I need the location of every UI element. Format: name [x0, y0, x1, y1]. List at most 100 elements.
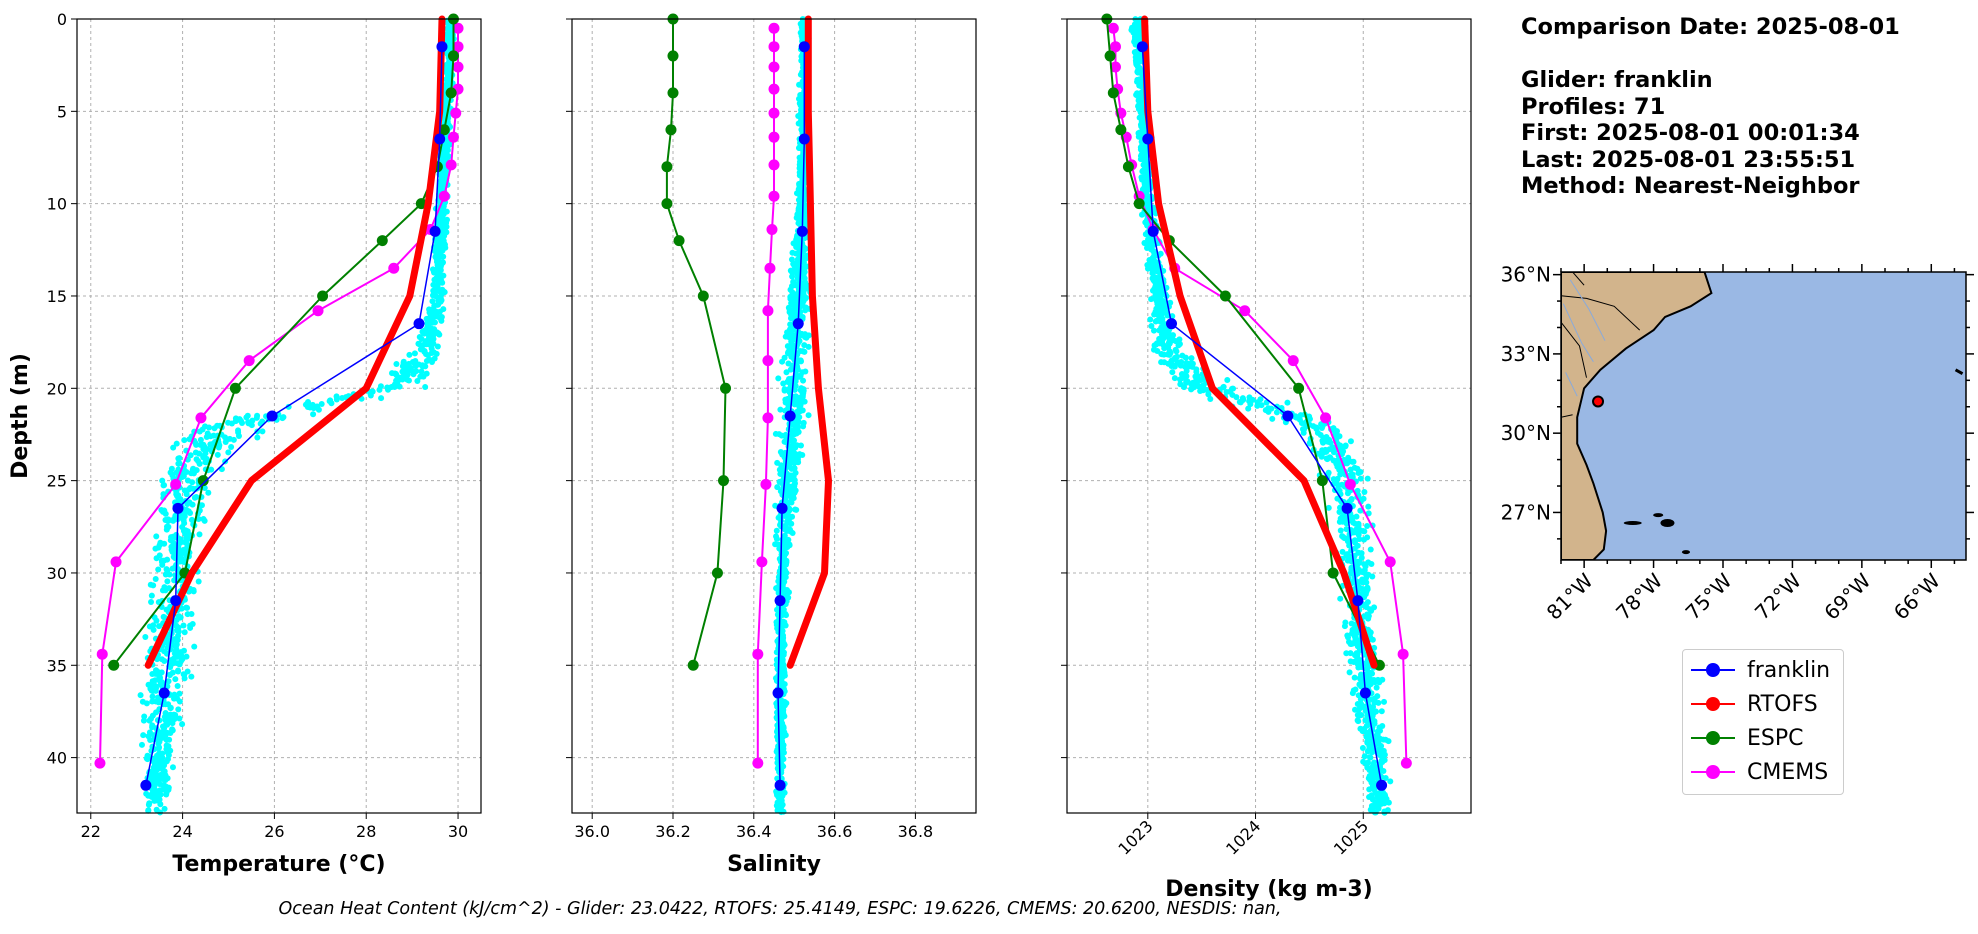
observation-point	[777, 636, 784, 643]
observation-point	[418, 368, 425, 375]
map-body	[1561, 272, 1966, 560]
series-point	[452, 22, 464, 34]
observation-point	[142, 634, 149, 641]
observation-point	[792, 506, 799, 513]
observation-point	[1344, 538, 1351, 545]
observation-point	[1363, 579, 1370, 586]
observation-point	[391, 383, 398, 390]
series-point	[445, 87, 457, 99]
profile-count: Profiles: 71	[1521, 93, 1666, 120]
observation-point	[313, 403, 320, 410]
observation-point	[160, 731, 167, 738]
observation-point	[791, 421, 798, 428]
observation-point	[150, 622, 157, 629]
observation-point	[443, 151, 450, 158]
observation-point	[178, 652, 185, 659]
observation-point	[174, 660, 181, 667]
observation-point	[205, 489, 212, 496]
observation-point	[435, 243, 442, 250]
observation-point	[1345, 454, 1352, 461]
glider-observations	[1128, 16, 1394, 816]
series-point	[438, 124, 450, 136]
observation-point	[435, 279, 442, 286]
observation-point	[793, 244, 800, 251]
island	[1623, 521, 1642, 526]
observation-point	[238, 417, 245, 424]
observation-point	[428, 358, 435, 365]
observation-point	[1138, 211, 1145, 218]
observation-point	[420, 329, 427, 336]
observation-point	[158, 656, 165, 663]
observation-point	[175, 535, 182, 542]
observation-point	[175, 460, 182, 467]
observation-point	[177, 614, 184, 621]
series-point	[1109, 61, 1121, 73]
series-point	[229, 382, 241, 394]
observation-point	[253, 414, 260, 421]
observation-point	[1347, 650, 1354, 657]
map-lon-label: 78°W	[1611, 568, 1667, 624]
observation-point	[1347, 569, 1354, 576]
observation-point	[775, 763, 782, 770]
series-point	[661, 198, 673, 210]
observation-point	[776, 704, 783, 711]
y-axis-label: Depth (m)	[8, 353, 33, 479]
observation-point	[162, 710, 169, 717]
observation-point	[1155, 268, 1162, 275]
observation-point	[187, 484, 194, 491]
series-point	[1122, 161, 1134, 173]
observation-point	[1141, 159, 1148, 166]
series-point	[768, 83, 780, 95]
observation-point	[1382, 736, 1389, 743]
observation-point	[437, 263, 444, 270]
observation-point	[779, 543, 786, 550]
island	[1660, 519, 1675, 528]
observation-point	[778, 744, 785, 751]
map-frame	[1560, 271, 1967, 561]
observation-point	[1381, 698, 1388, 705]
observation-point	[173, 440, 180, 447]
series-point	[766, 224, 778, 236]
observation-point	[436, 331, 443, 338]
observation-point	[1147, 316, 1154, 323]
observation-point	[163, 746, 170, 753]
observation-point	[1246, 394, 1253, 401]
series-point	[450, 107, 462, 119]
observation-point	[1387, 778, 1394, 785]
observation-point	[1183, 378, 1190, 385]
observation-point	[411, 350, 418, 357]
legend-label: ESPC	[1747, 725, 1804, 751]
observation-point	[784, 518, 791, 525]
observation-point	[1355, 579, 1362, 586]
series-franklin	[140, 41, 448, 791]
series-line	[786, 15, 832, 669]
observation-point	[440, 183, 447, 190]
observation-point	[195, 515, 202, 522]
observation-point	[778, 809, 785, 816]
observation-point	[431, 269, 438, 276]
observation-point	[1137, 67, 1144, 74]
x-tick-label: 36.2	[655, 822, 691, 841]
observation-point	[1367, 754, 1374, 761]
comparison-info: Comparison Date: 2025-08-01 Glider: fran…	[1521, 14, 1900, 200]
observation-point	[172, 676, 179, 683]
axes-frame	[1066, 18, 1472, 814]
observation-point	[149, 693, 156, 700]
observation-point	[1133, 91, 1140, 98]
observation-point	[779, 673, 786, 680]
observation-point	[1160, 309, 1167, 316]
observation-point	[1381, 751, 1388, 758]
observation-point	[1357, 475, 1364, 482]
series-point	[1282, 410, 1294, 422]
observation-point	[422, 383, 429, 390]
observation-point	[1240, 396, 1247, 403]
observation-point	[176, 715, 183, 722]
observation-point	[152, 545, 159, 552]
observation-point	[180, 473, 187, 480]
series-point	[760, 478, 772, 490]
observation-point	[791, 460, 798, 467]
x-tick-label: 24	[172, 822, 192, 841]
observation-point	[1364, 748, 1371, 755]
series-point	[768, 41, 780, 53]
observation-point	[170, 711, 177, 718]
